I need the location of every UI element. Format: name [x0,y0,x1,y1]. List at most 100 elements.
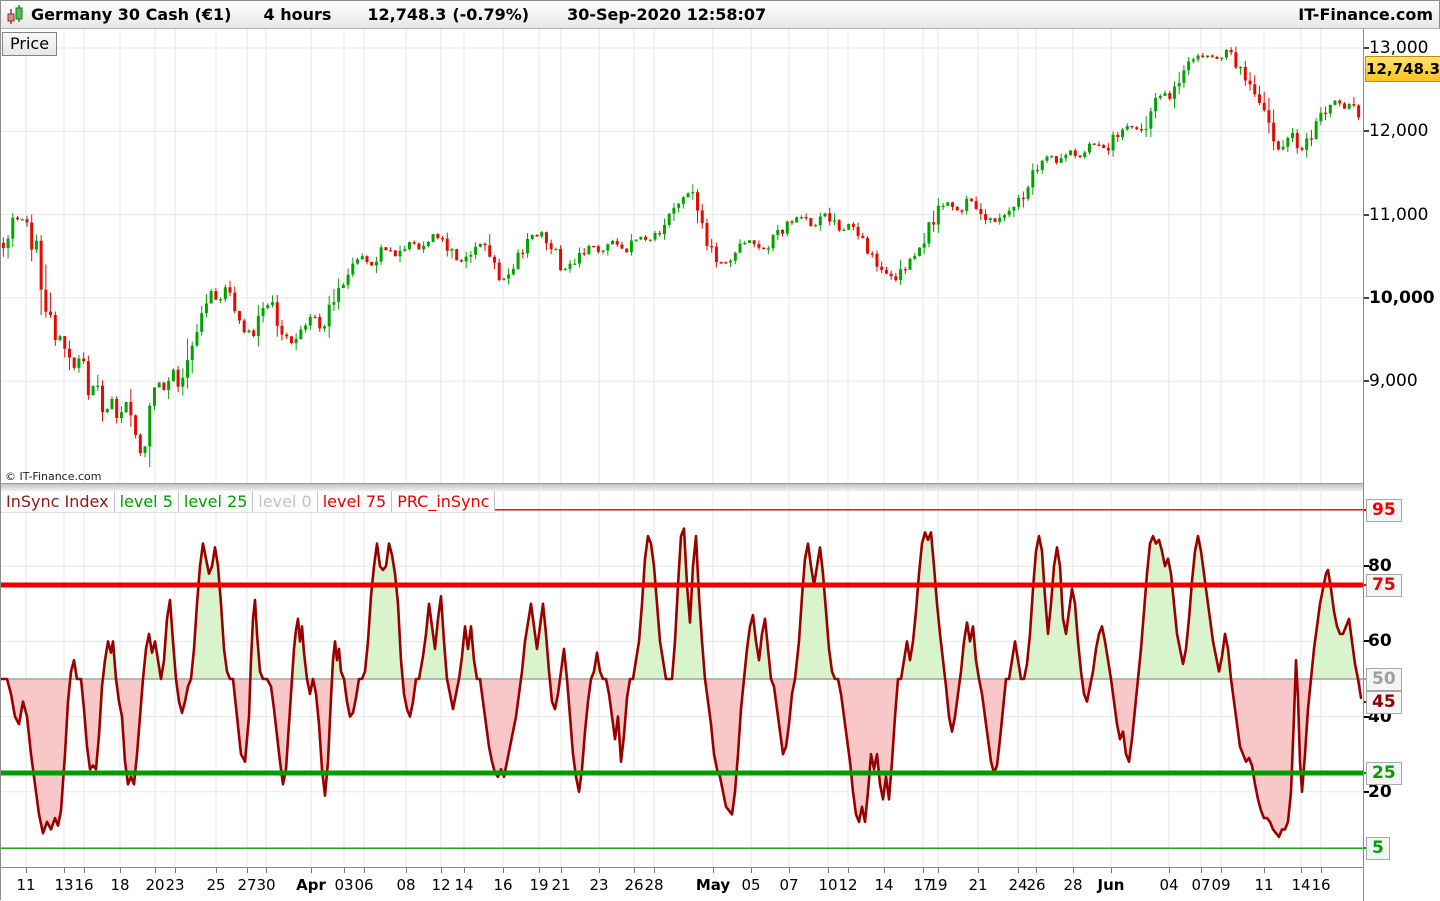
price-chart-panel[interactable]: Price © IT-Finance.com [1,29,1363,483]
time-axis-label-27: 27 [237,876,257,894]
insync-indicator-chart[interactable] [1,491,1363,867]
time-axis-tick-mark [1221,868,1222,873]
time-axis-label-16: 16 [493,876,513,894]
time-axis-tick-mark [1073,868,1074,873]
time-axis-label-14: 14 [874,876,894,894]
price-axis-tick-mark [1364,380,1369,383]
time-axis-label-23: 23 [165,876,185,894]
time-axis-label-21: 21 [551,876,571,894]
price-change: (-0.79%) [452,5,530,24]
insync-fill-below [1,679,1361,837]
time-axis-tick-mark [938,868,939,873]
candlestick-chart[interactable] [1,29,1363,483]
time-axis-tick-mark [923,868,924,873]
time-axis-tick-mark [464,868,465,873]
last-price-tag: 12,748.3 [1365,55,1440,82]
time-axis-tick-mark [155,868,156,873]
indicator-label-1[interactable]: level 5 [114,491,179,512]
time-axis-tick-mark [26,868,27,873]
time-axis-tick-mark [789,868,790,873]
price-tab[interactable]: Price [2,32,58,56]
time-axis-label-11: 11 [16,876,36,894]
time-axis-label-12: 12 [838,876,858,894]
candles-layer [1,46,1361,468]
indicator-axis-tick-75: 75 [1366,574,1402,597]
time-axis-tick-mark [364,868,365,873]
time-axis-label-17: 17 [913,876,933,894]
time-axis-label-26: 26 [624,876,644,894]
time-axis-tick-mark [266,868,267,873]
time-axis-label-14: 14 [454,876,474,894]
indicator-axis-tick-mark [1364,790,1369,793]
time-axis-label-23: 23 [589,876,609,894]
indicator-axis-tick-mark [1364,565,1369,568]
insync-fill-above [1,528,1361,679]
time-axis-label-25: 25 [206,876,226,894]
time-axis-label-07: 07 [779,876,799,894]
indicator-panel[interactable]: InSync Index level 5 level 25 level 0 level … [1,491,1363,867]
indicator-axis-tick-95: 95 [1366,498,1402,522]
time-axis-tick-mark [599,868,600,873]
indicator-axis-tick-25: 25 [1366,762,1402,785]
time-axis-label-16: 16 [74,876,94,894]
indicator-axis-tick-mark [1364,715,1369,718]
time-axis-tick-mark [1169,868,1170,873]
time-axis-tick-mark [978,868,979,873]
time-axis-label-10: 10 [818,876,838,894]
time-axis-tick-mark [561,868,562,873]
time-axis-label-06: 06 [354,876,374,894]
time-axis-tick-mark [1036,868,1037,873]
time-axis-tick-mark [175,868,176,873]
time-axis-label-30: 30 [256,876,276,894]
time-axis-tick-mark [1264,868,1265,873]
indicator-label-3[interactable]: level 0 [253,491,318,512]
time-axis-tick-mark [1111,868,1112,873]
indicator-label-0[interactable]: InSync Index [1,491,115,512]
time-axis-tick-mark [713,868,714,873]
time-axis-label-24: 24 [1008,876,1028,894]
value-axis[interactable]: 13,000 12,000 11,000 10,000 9,000 12,748.3 95 8… [1363,29,1440,901]
price-axis-tick-label: 9,000 [1369,371,1418,392]
time-axis-label-13: 13 [54,876,74,894]
time-axis-tick-mark [441,868,442,873]
price-axis-tick-label: 11,000 [1369,204,1429,225]
price-axis-tick-label: 13,000 [1369,38,1429,58]
indicator-label-5[interactable]: PRC_inSync [392,491,496,512]
time-axis-tick-mark [634,868,635,873]
price-axis-tick-mark [1364,296,1369,299]
time-axis-tick-mark [1321,868,1322,873]
last-price: 12,748.3 [367,5,447,24]
time-axis-label-03: 03 [334,876,354,894]
time-axis-label-28: 28 [1063,876,1083,894]
time-axis-tick-mark [503,868,504,873]
indicator-label-2[interactable]: level 25 [178,491,254,512]
indicator-axis-tick-5: 5 [1366,837,1390,861]
panel-separator[interactable] [1,483,1363,491]
timestamp: 30-Sep-2020 12:58:07 [567,5,767,24]
time-axis-tick-mark [1018,868,1019,873]
instrument-name[interactable]: Germany 30 Cash (€1) [31,5,232,24]
time-axis-label-14: 14 [1291,876,1311,894]
time-axis-label-19: 19 [928,876,948,894]
timeframe-label[interactable]: 4 hours [263,5,332,24]
time-axis-label-07: 07 [1191,876,1211,894]
indicator-label-4[interactable]: level 75 [317,491,393,512]
time-axis-tick-mark [84,868,85,873]
time-axis-label-May: May [695,876,731,894]
time-axis-tick-mark [884,868,885,873]
time-axis-label-09: 09 [1211,876,1231,894]
time-axis-tick-mark [247,868,248,873]
time-axis-tick-mark [654,868,655,873]
time-axis-tick-mark [406,868,407,873]
time-axis-label-21: 21 [968,876,988,894]
brand-label[interactable]: IT-Finance.com [1298,5,1433,24]
time-axis-label-26: 26 [1026,876,1046,894]
time-axis-label-04: 04 [1159,876,1179,894]
indicator-axis-tick-80: 80 [1368,556,1392,577]
time-axis-tick-mark [344,868,345,873]
time-axis-tick-mark [216,868,217,873]
time-axis-label-19: 19 [529,876,549,894]
time-axis[interactable]: 11 13 16 18 20 23 25 27 30 Apr 03 06 08 12 14 16 19 21 23 2… [1,867,1363,901]
indicator-label-strip: InSync Index level 5 level 25 level 0 level … [1,491,496,513]
